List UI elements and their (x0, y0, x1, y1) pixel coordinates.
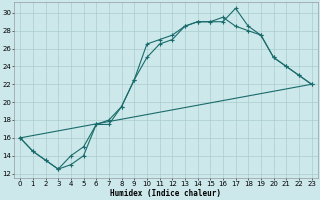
X-axis label: Humidex (Indice chaleur): Humidex (Indice chaleur) (110, 189, 221, 198)
